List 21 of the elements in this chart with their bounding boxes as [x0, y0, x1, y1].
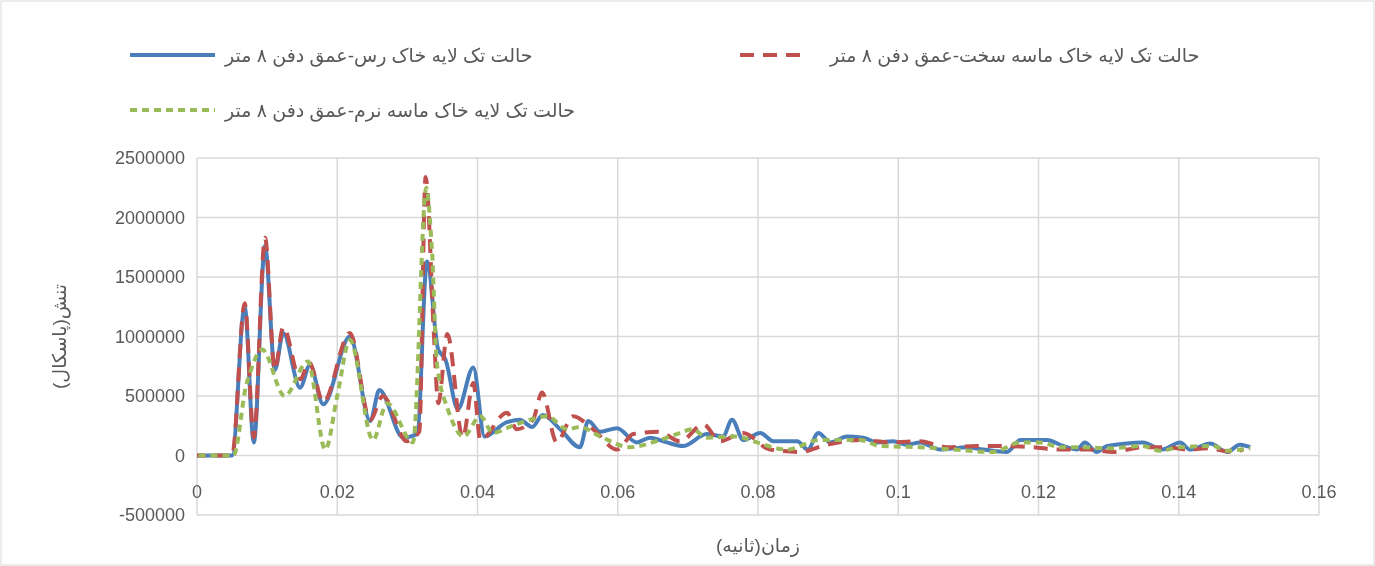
y-tick-label: -500000	[118, 505, 185, 525]
x-tick-label: 0.06	[600, 482, 636, 502]
x-axis-title: زمان(ثانیه)	[715, 535, 801, 557]
y-tick-label: 500000	[124, 386, 185, 406]
y-tick-label: 2500000	[114, 148, 185, 168]
y-tick-label: 0	[174, 445, 185, 466]
y-tick-label: 1500000	[114, 267, 185, 287]
x-tick-label: 0.12	[1020, 482, 1057, 502]
y-tick-label: 1000000	[114, 326, 185, 347]
legend-label: حالت تک لایه خاک ماسه سخت-عمق دفن ۸ متر	[829, 45, 1200, 67]
legend-label: حالت تک لایه خاک ماسه نرم-عمق دفن ۸ متر	[224, 100, 576, 122]
x-tick-label: 0.04	[459, 482, 496, 502]
y-axis-title: تنش(پاسکال)	[49, 284, 71, 389]
y-tick-label: 2000000	[114, 207, 185, 228]
x-tick-label: 0.14	[1161, 482, 1197, 502]
x-tick-label: 0	[191, 482, 203, 502]
x-tick-label: 0.02	[319, 482, 355, 502]
x-tick-label: 0.08	[740, 482, 776, 502]
legend-label: حالت تک لایه خاک رس-عمق دفن ۸ متر	[224, 45, 533, 67]
x-tick-label: 0.16	[1301, 482, 1337, 502]
x-tick-label: 0.1	[885, 482, 911, 502]
